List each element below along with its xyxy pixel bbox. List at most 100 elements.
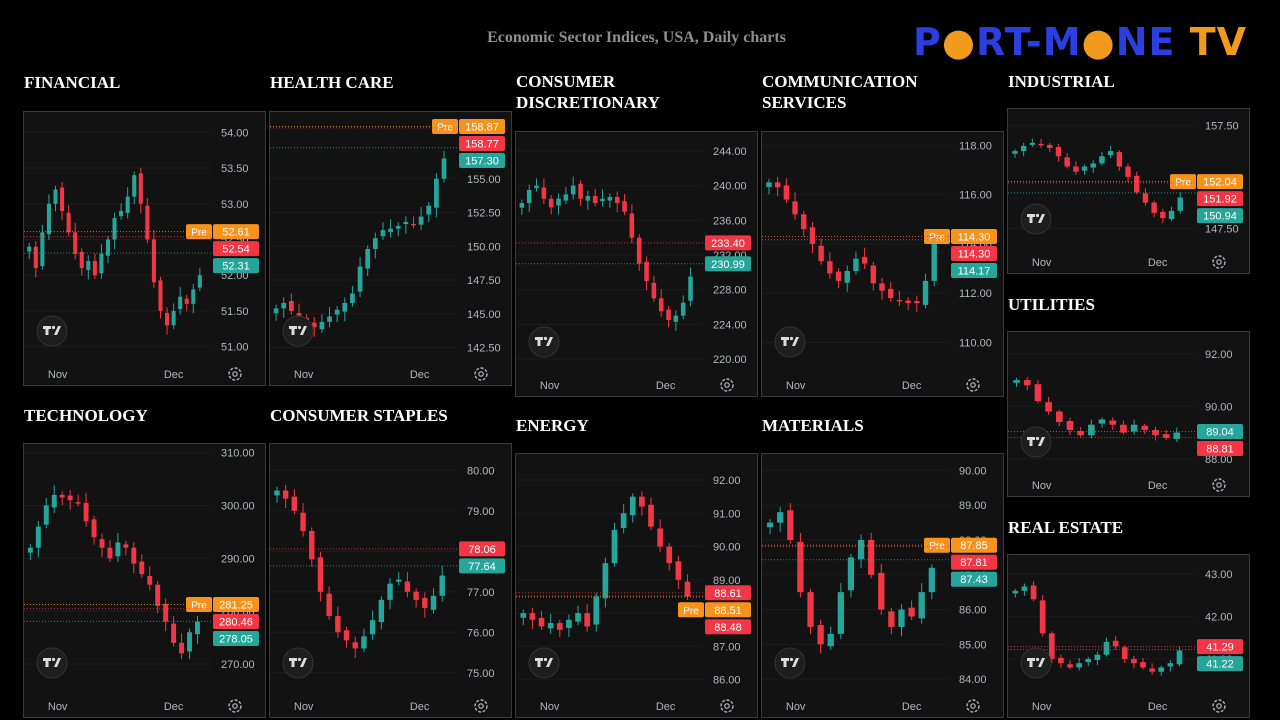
sector-title-industrial: INDUSTRIAL xyxy=(1008,72,1115,91)
candle xyxy=(1103,637,1110,657)
brand-text-rt-m: RT-M xyxy=(976,20,1082,64)
candle xyxy=(801,210,807,237)
candle xyxy=(766,519,774,535)
price-label-box xyxy=(1197,424,1243,440)
price-label: 280.46 xyxy=(219,617,253,629)
candle xyxy=(620,504,627,534)
price-label: 52.61 xyxy=(222,227,250,239)
tradingview-logo-icon[interactable] xyxy=(36,647,68,679)
price-label-box xyxy=(705,235,751,251)
pre-tag-box xyxy=(186,224,212,240)
y-tick-label: 224.00 xyxy=(713,319,747,331)
tradingview-logo-icon[interactable] xyxy=(1020,647,1052,679)
candle xyxy=(99,244,104,279)
candle xyxy=(66,205,71,236)
candle xyxy=(158,276,163,319)
tradingview-logo-icon[interactable] xyxy=(528,326,560,358)
candle xyxy=(1021,583,1028,596)
x-tick-label: Nov xyxy=(786,701,806,713)
settings-gear-icon[interactable] xyxy=(720,699,734,713)
settings-gear-icon[interactable] xyxy=(1212,255,1226,269)
settings-gear-icon[interactable] xyxy=(966,699,980,713)
candle xyxy=(658,289,664,317)
chart-svg: 92.0091.0090.0089.0088.0087.0086.0088.61… xyxy=(516,475,751,713)
price-label-box xyxy=(213,224,259,240)
candle xyxy=(105,235,111,264)
candle xyxy=(147,566,153,591)
settings-gear-icon[interactable] xyxy=(720,378,734,392)
candle xyxy=(809,221,816,254)
settings-gear-icon[interactable] xyxy=(474,699,488,713)
candle xyxy=(155,581,161,614)
candle xyxy=(197,267,202,292)
candle xyxy=(273,304,279,321)
settings-gear-icon[interactable] xyxy=(1212,699,1226,713)
y-tick-label: 53.00 xyxy=(221,199,249,211)
x-tick-label: Nov xyxy=(294,701,314,713)
settings-gear-icon[interactable] xyxy=(474,367,488,381)
price-label: 88.81 xyxy=(1206,444,1234,456)
candle xyxy=(1064,153,1070,169)
candle xyxy=(666,543,673,571)
candle xyxy=(1177,192,1183,214)
tradingview-logo-icon[interactable] xyxy=(1020,426,1052,458)
y-tick-label: 51.00 xyxy=(221,342,249,354)
candle xyxy=(422,592,428,618)
y-tick-label: 116.00 xyxy=(959,190,992,202)
tradingview-logo-icon[interactable] xyxy=(36,315,68,347)
tradingview-logo-icon[interactable] xyxy=(528,647,560,679)
chart-panel-technology: 310.00 300.00 290.00 280.00 270.00 281.25 Pre 2… xyxy=(23,443,266,718)
candle xyxy=(112,212,117,249)
candle xyxy=(888,607,895,635)
y-tick-label: 157.50 xyxy=(1205,120,1239,132)
y-tick-label: 86.00 xyxy=(959,605,987,617)
x-tick-label: Dec xyxy=(164,701,184,713)
candle xyxy=(1109,417,1117,430)
candle xyxy=(326,586,332,620)
candle xyxy=(827,626,834,650)
tradingview-logo-icon[interactable] xyxy=(1020,203,1052,235)
candle xyxy=(1168,206,1175,222)
candle xyxy=(40,224,45,270)
tradingview-logo-icon[interactable] xyxy=(774,326,806,358)
candle xyxy=(388,219,393,238)
candle xyxy=(648,497,654,531)
candle xyxy=(673,310,679,331)
price-label-box xyxy=(705,256,751,272)
candle xyxy=(688,267,693,307)
candle xyxy=(1073,161,1079,175)
price-label-box xyxy=(459,136,505,152)
candle xyxy=(282,484,289,509)
tradingview-logo-icon[interactable] xyxy=(282,647,314,679)
candle xyxy=(556,193,561,215)
candle xyxy=(680,295,686,320)
candle xyxy=(317,551,324,602)
candle xyxy=(369,610,376,640)
settings-gear-icon[interactable] xyxy=(1212,478,1226,492)
candle xyxy=(541,178,547,205)
brand-text-tv: TV xyxy=(1189,20,1248,64)
candle xyxy=(556,619,563,637)
x-tick-label: Dec xyxy=(1148,257,1168,269)
chart-svg: 155.00 152.50 150.00 147.50 145.00 142.50 158.… xyxy=(270,119,505,381)
candle xyxy=(1055,143,1062,162)
candle xyxy=(1038,138,1044,148)
candle xyxy=(131,542,137,574)
x-tick-label: Dec xyxy=(656,701,676,713)
tradingview-logo-icon[interactable] xyxy=(774,647,806,679)
price-label-box xyxy=(951,263,997,279)
settings-gear-icon[interactable] xyxy=(228,367,242,381)
sector-title-utilities: UTILITIES xyxy=(1008,295,1095,314)
candle xyxy=(827,252,833,279)
candle xyxy=(1151,200,1157,218)
candle xyxy=(1030,581,1037,602)
price-label-box xyxy=(459,153,505,169)
tradingview-logo-icon[interactable] xyxy=(282,315,314,347)
settings-gear-icon[interactable] xyxy=(228,699,242,713)
settings-gear-icon[interactable] xyxy=(966,378,980,392)
candle xyxy=(418,207,424,231)
pre-tag-box xyxy=(1170,174,1196,190)
candle xyxy=(1047,142,1053,153)
page-title: Economic Sector Indices, USA, Daily char… xyxy=(487,29,786,46)
